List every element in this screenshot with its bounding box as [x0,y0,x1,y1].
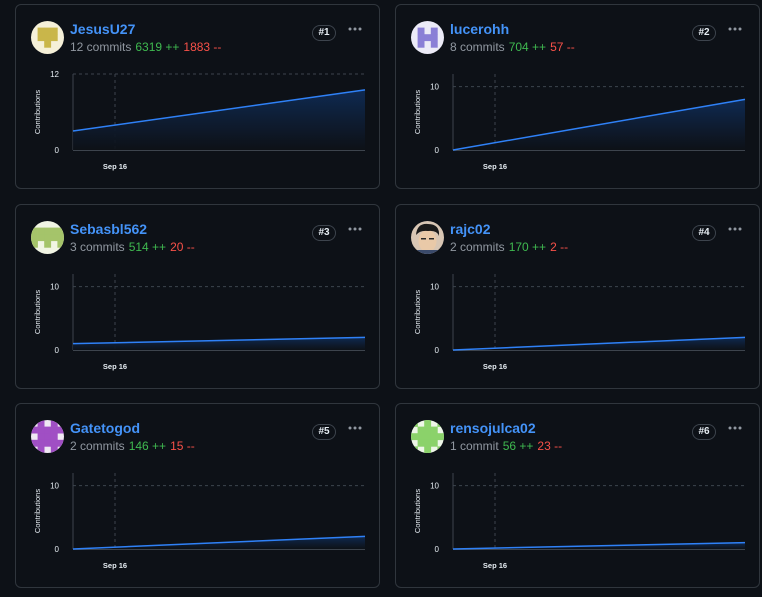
contributor-stats: 3 commits 514 ++ 20 -- [70,240,195,254]
additions-count: 514 ++ [128,240,167,254]
additions-count: 6319 ++ [135,40,180,54]
contributions-chart: 0 10 Contributions Sep 16 [33,473,366,570]
avatar[interactable] [411,21,444,54]
x-tick-label: Sep 16 [103,561,127,570]
deletions-count: 2 -- [550,240,569,254]
commit-count[interactable]: 2 commits [450,240,505,254]
contributor-card: lucerohh 8 commits 704 ++ 57 -- #2 0 10 Contrib… [395,4,760,189]
contributor-card: Gatetogod 2 commits 146 ++ 15 -- #5 0 10 Contri… [15,403,380,588]
contributor-stats: 2 commits 170 ++ 2 -- [450,240,568,254]
kebab-horizontal-icon [728,227,742,231]
y-tick-label: 0 [55,545,60,554]
y-axis-label: Contributions [413,489,422,533]
contributions-area [453,337,745,350]
contributions-line [452,541,746,550]
contributor-username[interactable]: rajc02 [450,221,491,237]
y-tick-label: 10 [50,283,59,292]
contributions-line [452,336,746,351]
contributions-chart: 0 12 Contributions Sep 16 [33,70,366,171]
commit-count[interactable]: 8 commits [450,40,505,54]
rank-badge: #4 [692,225,716,241]
kebab-horizontal-icon [728,426,742,430]
contributor-card: Sebasbl562 3 commits 514 ++ 20 -- #3 0 10 Contr… [15,204,380,389]
y-tick-label: 0 [435,346,440,355]
y-axis-label: Contributions [33,90,42,134]
deletions-count: 15 -- [170,439,195,453]
contributions-area [73,536,365,549]
contributions-line [72,336,366,345]
contributor-stats: 1 commit 56 ++ 23 -- [450,439,562,453]
kebab-horizontal-icon [728,27,742,31]
avatar[interactable] [31,420,64,453]
y-tick-label: 0 [435,146,440,155]
contributions-line [72,89,366,132]
additions-count: 704 ++ [508,40,547,54]
x-tick-label: Sep 16 [483,362,507,371]
contributor-username[interactable]: JesusU27 [70,21,136,37]
rank-badge: #5 [312,424,336,440]
y-axis-label: Contributions [413,290,422,334]
additions-count: 56 ++ [502,439,534,453]
more-options-button[interactable] [347,420,363,436]
kebab-horizontal-icon [348,426,362,430]
contributions-chart: 0 10 Contributions Sep 16 [33,274,366,371]
y-tick-label: 0 [435,545,440,554]
y-tick-label: 10 [430,283,439,292]
deletions-count: 23 -- [537,439,563,453]
commit-count[interactable]: 12 commits [70,40,132,54]
additions-count: 170 ++ [508,240,547,254]
more-options-button[interactable] [727,21,743,37]
x-tick-label: Sep 16 [483,561,507,570]
deletions-count: 57 -- [550,40,575,54]
commit-count[interactable]: 3 commits [70,240,125,254]
contributions-area [73,337,365,350]
rank-badge: #1 [312,25,336,41]
y-axis-label: Contributions [33,489,42,533]
deletions-count: 1883 -- [183,40,222,54]
contributions-chart: 0 10 Contributions Sep 16 [413,74,746,171]
contributions-chart: 0 10 Contributions Sep 16 [413,473,746,570]
y-tick-label: 10 [430,482,439,491]
rank-badge: #3 [312,225,336,241]
contributions-line [72,535,366,550]
x-tick-label: Sep 16 [483,162,507,171]
more-options-button[interactable] [727,221,743,237]
contributions-area [73,89,365,150]
y-tick-label: 12 [50,70,59,79]
contributor-stats: 8 commits 704 ++ 57 -- [450,40,575,54]
contributor-card: rensojulca02 1 commit 56 ++ 23 -- #6 0 10 Contr… [395,403,760,588]
kebab-horizontal-icon [348,27,362,31]
y-tick-label: 10 [50,482,59,491]
more-options-button[interactable] [347,21,363,37]
x-tick-label: Sep 16 [103,162,127,171]
y-tick-label: 0 [55,146,60,155]
contributor-username[interactable]: rensojulca02 [450,420,536,436]
contributions-chart: 0 10 Contributions Sep 16 [413,274,746,371]
contributor-username[interactable]: Gatetogod [70,420,140,436]
rank-badge: #2 [692,25,716,41]
deletions-count: 20 -- [170,240,195,254]
contributor-card: JesusU27 12 commits 6319 ++ 1883 -- #1 0 12 Con… [15,4,380,189]
y-axis-label: Contributions [413,90,422,134]
contributor-username[interactable]: lucerohh [450,21,510,37]
commit-count[interactable]: 1 commit [450,439,499,453]
rank-badge: #6 [692,424,716,440]
x-tick-label: Sep 16 [103,362,127,371]
contributor-username[interactable]: Sebasbl562 [70,221,148,237]
contributor-stats: 12 commits 6319 ++ 1883 -- [70,40,221,54]
additions-count: 146 ++ [128,439,167,453]
contributor-stats: 2 commits 146 ++ 15 -- [70,439,195,453]
more-options-button[interactable] [727,420,743,436]
commit-count[interactable]: 2 commits [70,439,125,453]
contributor-card: rajc02 2 commits 170 ++ 2 -- #4 0 10 Contributi… [395,204,760,389]
y-tick-label: 0 [55,346,60,355]
avatar[interactable] [31,221,64,254]
kebab-horizontal-icon [348,227,362,231]
y-axis-label: Contributions [33,290,42,334]
avatar[interactable] [411,221,444,254]
more-options-button[interactable] [347,221,363,237]
contributions-line [452,98,746,151]
avatar[interactable] [31,21,64,54]
y-tick-label: 10 [430,83,439,92]
